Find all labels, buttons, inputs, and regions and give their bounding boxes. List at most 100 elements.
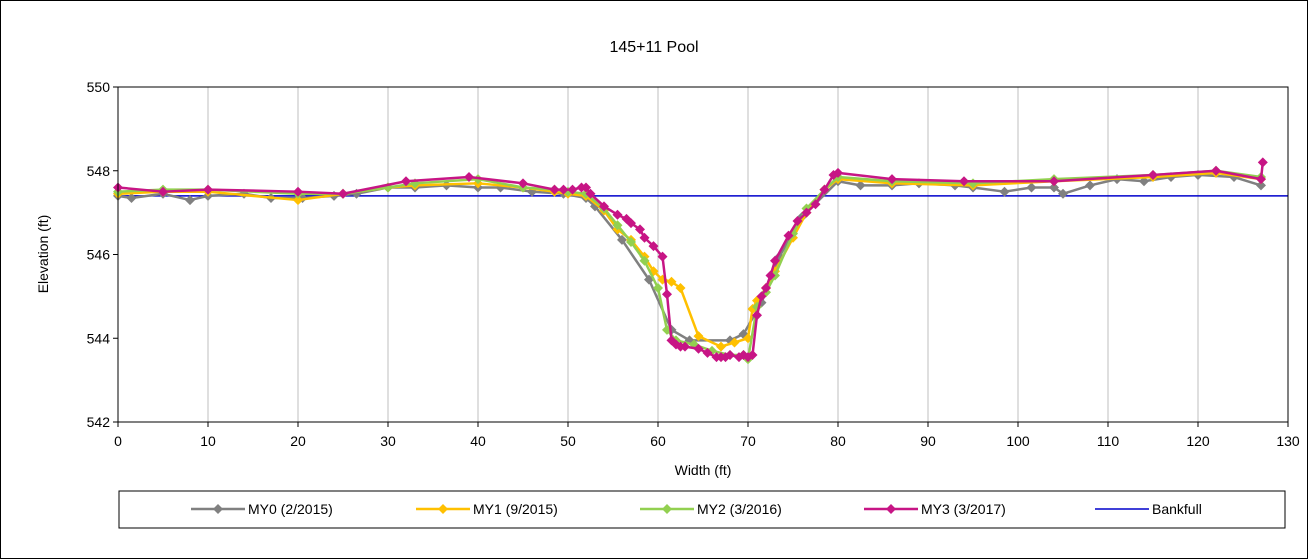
- data-point: [338, 188, 348, 199]
- y-tick-label: 544: [87, 330, 111, 346]
- data-point: [203, 184, 213, 195]
- data-point: [783, 230, 794, 241]
- x-axis-title: Width (ft): [675, 462, 732, 478]
- legend-label: MY2 (3/2016): [697, 501, 782, 517]
- legend: MY0 (2/2015) MY1 (9/2015) MY2 (3/2016) MY3 …: [118, 490, 1286, 529]
- data-point: [293, 195, 303, 206]
- legend-item-my0-2-2015: MY0 (2/2015): [191, 501, 333, 517]
- data-point: [761, 283, 771, 293]
- data-point: [1256, 180, 1266, 191]
- data-point: [747, 350, 758, 360]
- data-point: [1085, 180, 1095, 191]
- data-point: [1148, 169, 1158, 180]
- data-point: [666, 276, 677, 287]
- data-point: [585, 188, 596, 199]
- x-tick-label: 100: [1006, 433, 1030, 449]
- gridlines: [207, 87, 1199, 422]
- data-point: [819, 184, 830, 195]
- data-point: [1211, 165, 1221, 176]
- x-tick-label: 80: [830, 433, 846, 449]
- data-point: [680, 341, 690, 352]
- data-point: [626, 218, 636, 229]
- data-point: [756, 291, 767, 302]
- data-point: [464, 172, 474, 183]
- data-point: [1257, 157, 1268, 168]
- legend-label: MY1 (9/2015): [473, 501, 558, 517]
- data-point: [1256, 174, 1266, 185]
- x-tick-label: 40: [470, 433, 486, 449]
- data-point: [887, 174, 897, 185]
- x-tick-label: 10: [200, 433, 216, 449]
- data-point: [1026, 182, 1037, 193]
- data-point: [770, 255, 780, 266]
- data-point: [810, 199, 821, 210]
- x-tick-label: 130: [1276, 433, 1300, 449]
- legend-item-my1-9-2015: MY1 (9/2015): [416, 501, 558, 517]
- series-line-my1-9-2015: [117, 171, 1262, 348]
- legend-item-my2-3-2016: MY2 (3/2016): [640, 501, 782, 517]
- data-point: [626, 236, 636, 247]
- data-point: [999, 186, 1010, 197]
- tick-labels: 0 10 20 30 40 50 60 70 80 90 100 110 120 130 542 544 546…: [87, 79, 1300, 449]
- data-point: [293, 186, 303, 197]
- x-tick-label: 60: [650, 433, 666, 449]
- data-point: [693, 343, 704, 354]
- data-point: [185, 195, 195, 206]
- data-point: [1058, 188, 1068, 199]
- x-tick-label: 20: [290, 433, 306, 449]
- legend-label: MY0 (2/2015): [248, 501, 333, 517]
- data-point: [702, 347, 713, 358]
- x-tick-label: 70: [740, 433, 756, 449]
- data-point: [639, 255, 650, 266]
- series-layer: [113, 157, 1268, 365]
- x-tick-label: 120: [1186, 433, 1210, 449]
- data-point: [617, 234, 627, 245]
- data-point: [612, 220, 623, 231]
- x-tick-label: 0: [114, 433, 122, 449]
- y-tick-label: 550: [87, 79, 111, 95]
- data-point: [518, 178, 528, 189]
- y-tick-label: 548: [87, 163, 111, 179]
- data-point: [792, 216, 803, 226]
- data-point: [801, 207, 812, 218]
- legend-item-my3-3-2017: MY3 (3/2017): [864, 501, 1006, 517]
- data-point: [716, 341, 726, 352]
- legend-item-bankfull: Bankfull: [1095, 501, 1202, 517]
- plot-area-border: [117, 86, 1289, 423]
- legend-label: Bankfull: [1152, 501, 1202, 517]
- data-point: [126, 192, 137, 203]
- data-point: [752, 310, 762, 321]
- legend-marker: [213, 504, 223, 514]
- data-point: [675, 283, 686, 293]
- chart-title: 145+11 Pool: [609, 39, 698, 56]
- x-tick-label: 50: [560, 433, 576, 449]
- data-point: [729, 337, 740, 348]
- x-tick-label: 30: [380, 433, 396, 449]
- x-tick-label: 110: [1097, 433, 1120, 449]
- y-tick-label: 546: [87, 247, 111, 263]
- data-point: [648, 241, 659, 252]
- data-point: [693, 331, 704, 342]
- data-point: [558, 184, 569, 195]
- data-point: [653, 283, 663, 293]
- data-point: [612, 209, 623, 220]
- data-point: [599, 201, 609, 212]
- data-point: [833, 167, 843, 178]
- data-point: [657, 251, 668, 262]
- legend-marker: [438, 504, 448, 514]
- data-point: [959, 176, 969, 187]
- y-tick-label: 542: [87, 414, 111, 430]
- data-point: [158, 186, 168, 197]
- legend-marker: [662, 504, 672, 514]
- y-axis-title: Elevation (ft): [35, 215, 51, 294]
- data-point: [567, 184, 578, 195]
- data-point: [581, 182, 591, 193]
- series-my3-3-2017: [113, 157, 1268, 363]
- data-point: [401, 176, 411, 187]
- series-line-my3-3-2017: [117, 162, 1265, 359]
- x-tick-label: 90: [920, 433, 936, 449]
- data-point: [635, 224, 645, 235]
- legend-marker: [886, 504, 896, 514]
- data-point: [1049, 176, 1059, 187]
